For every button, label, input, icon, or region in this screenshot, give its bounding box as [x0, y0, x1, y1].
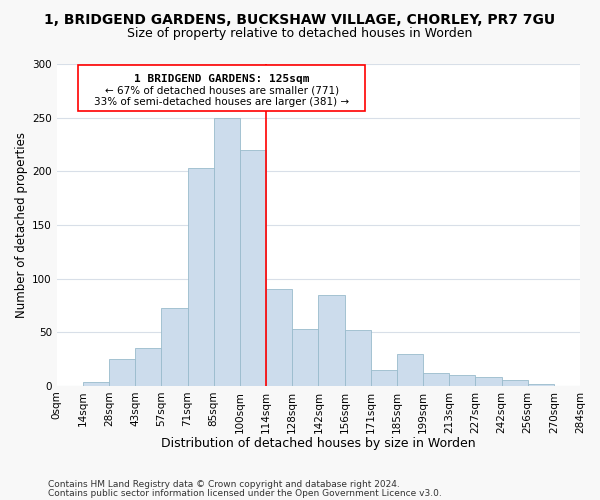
Bar — [371, 370, 397, 386]
Bar — [214, 118, 240, 386]
Text: Size of property relative to detached houses in Worden: Size of property relative to detached ho… — [127, 28, 473, 40]
Text: 1, BRIDGEND GARDENS, BUCKSHAW VILLAGE, CHORLEY, PR7 7GU: 1, BRIDGEND GARDENS, BUCKSHAW VILLAGE, C… — [44, 12, 556, 26]
Bar — [240, 150, 266, 386]
Bar — [423, 373, 449, 386]
Y-axis label: Number of detached properties: Number of detached properties — [15, 132, 28, 318]
Bar — [292, 329, 319, 386]
Text: Contains HM Land Registry data © Crown copyright and database right 2024.: Contains HM Land Registry data © Crown c… — [48, 480, 400, 489]
Text: 1 BRIDGEND GARDENS: 125sqm: 1 BRIDGEND GARDENS: 125sqm — [134, 74, 310, 84]
Bar — [135, 348, 161, 386]
X-axis label: Distribution of detached houses by size in Worden: Distribution of detached houses by size … — [161, 437, 476, 450]
Bar — [83, 382, 109, 386]
Bar — [449, 375, 475, 386]
Bar — [161, 308, 188, 386]
Bar — [344, 330, 371, 386]
Bar — [319, 294, 344, 386]
Bar — [397, 354, 423, 386]
Bar — [109, 359, 135, 386]
Bar — [475, 378, 502, 386]
Text: 33% of semi-detached houses are larger (381) →: 33% of semi-detached houses are larger (… — [94, 98, 349, 108]
Bar — [188, 168, 214, 386]
Text: Contains public sector information licensed under the Open Government Licence v3: Contains public sector information licen… — [48, 488, 442, 498]
Bar — [527, 384, 554, 386]
Bar — [266, 290, 292, 386]
Bar — [502, 380, 527, 386]
FancyBboxPatch shape — [78, 65, 365, 111]
Text: ← 67% of detached houses are smaller (771): ← 67% of detached houses are smaller (77… — [104, 86, 338, 96]
